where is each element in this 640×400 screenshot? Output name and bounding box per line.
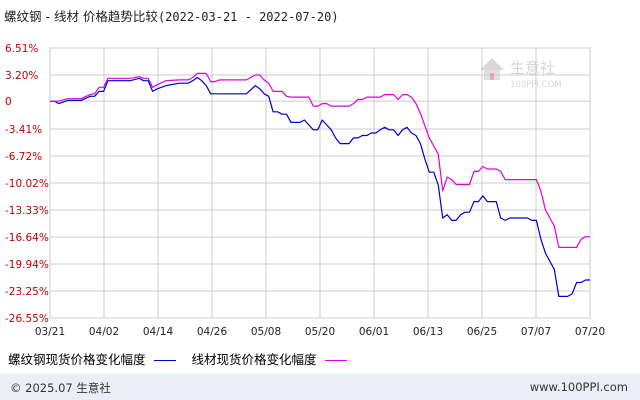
x-tick-label: 05/08 — [251, 326, 281, 338]
y-axis: 6.51% 3.20% 0 -3.41% -6.72% -10.02% -13.33% -16… — [5, 43, 49, 325]
watermark-url: 100PPI.COM — [510, 80, 562, 90]
x-tick-label: 03/21 — [35, 326, 65, 338]
chart-title: 螺纹钢 - 线材 价格趋势比较(2022-03-21 - 2022-07-20) — [4, 6, 339, 25]
y-tick-label: -26.55% — [5, 313, 49, 325]
x-tick-label: 04/26 — [197, 326, 228, 338]
y-tick-label: -23.25% — [5, 286, 49, 298]
legend-item-rebar: 螺纹钢现货价格变化幅度 — [8, 349, 176, 368]
date-range: (2022-03-21 - 2022-07-20) — [157, 10, 339, 24]
x-tick-label: 06/25 — [467, 326, 497, 338]
series-line-rebar — [50, 76, 590, 297]
x-tick-label: 04/02 — [89, 326, 119, 338]
watermark-logo-icon — [480, 58, 504, 80]
watermark: 生意社 100PPI.COM — [480, 58, 562, 90]
title-text: 螺纹钢 - 线材 价格趋势比较 — [4, 9, 158, 24]
x-tick-label: 04/14 — [143, 326, 174, 338]
y-tick-label: 0 — [5, 96, 12, 108]
legend-item-wire: 线材现货价格变化幅度 — [192, 349, 347, 368]
y-tick-label: -10.02% — [5, 178, 49, 190]
chart-svg: 生意社 100PPI.COM 6.51% 3.20% 0 -3.41% -6.72% -1… — [5, 43, 605, 338]
footer-copyright: © 2025.07 生意社 — [10, 381, 111, 395]
y-tick-label: -13.33% — [5, 205, 49, 217]
series-group — [50, 72, 590, 297]
legend-swatch-wire — [324, 360, 347, 361]
x-tick-label: 05/20 — [305, 326, 335, 338]
series-line-wire — [50, 72, 590, 248]
legend-label-wire: 线材现货价格变化幅度 — [191, 352, 317, 367]
watermark-name: 生意社 — [510, 59, 555, 77]
x-tick-label: 06/13 — [413, 326, 443, 338]
grid — [49, 47, 591, 319]
y-tick-label: -19.94% — [5, 259, 49, 271]
x-tick-label: 07/07 — [521, 326, 551, 338]
y-tick-label: 3.20% — [5, 70, 38, 82]
y-tick-label: -16.64% — [5, 232, 49, 244]
legend-label-rebar: 螺纹钢现货价格变化幅度 — [8, 352, 146, 367]
x-tick-label: 07/20 — [575, 326, 605, 338]
y-tick-label: 6.51% — [5, 43, 38, 55]
footer: © 2025.07 生意社 www.100PPI.com — [0, 374, 640, 400]
legend-swatch-rebar — [153, 360, 176, 361]
legend: 螺纹钢现货价格变化幅度 线材现货价格变化幅度 — [8, 349, 359, 368]
y-tick-label: -6.72% — [5, 151, 42, 163]
x-tick-label: 06/01 — [359, 326, 389, 338]
x-axis: 03/21 04/02 04/14 04/26 05/08 05/20 06/01 06/13… — [35, 326, 605, 338]
y-tick-label: -3.41% — [5, 124, 42, 136]
footer-site-link[interactable]: www.100PPI.com — [529, 380, 628, 394]
